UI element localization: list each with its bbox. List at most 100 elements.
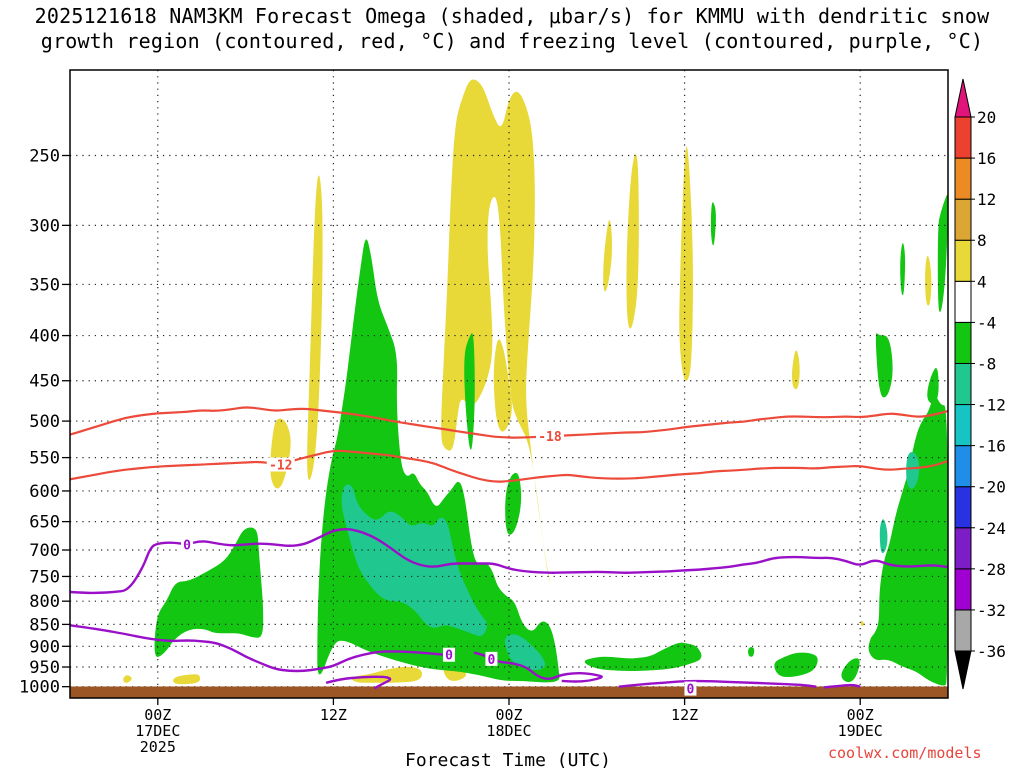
title-line-1: 2025121618 NAM3KM Forecast Omega (shaded… (34, 4, 990, 28)
colorbar-label-0: -36 (977, 642, 1006, 661)
y-tick-label-750: 750 (29, 567, 60, 587)
colorbar-label-9: 4 (977, 272, 987, 291)
omega-region-29 (341, 484, 487, 637)
freezing-level-contour-0 (70, 528, 948, 595)
y-tick-label-950: 950 (29, 658, 60, 678)
colorbar-swatch-3 (954, 486, 972, 529)
dendritic-contour-1 (70, 449, 948, 483)
omega-region-32 (879, 519, 888, 554)
colorbar-label-3: -24 (977, 519, 1006, 538)
colorbar-label-13: 20 (977, 108, 996, 127)
x-tick-label-0-0: 00Z (144, 706, 171, 724)
freezing-label-3: 0 (687, 683, 695, 698)
y-tick-label-500: 500 (29, 412, 60, 432)
omega-shading (123, 79, 948, 686)
ground-surface (70, 686, 948, 698)
omega-region-6 (679, 146, 693, 381)
x-tick-label-3-0: 12Z (671, 706, 698, 724)
omega-region-1 (307, 175, 323, 480)
dendritic-label-0-bg (535, 429, 564, 444)
dendritic-label-1: -12 (269, 459, 292, 474)
freezing-level-contour-1 (70, 624, 451, 673)
colorbar-swatch-4 (954, 445, 972, 488)
grid-lines (70, 70, 948, 698)
omega-region-21 (841, 658, 860, 683)
colorbar-label-7: -8 (977, 354, 996, 373)
y-tick-label-550: 550 (29, 449, 60, 469)
colorbar-swatch-8 (954, 280, 972, 323)
freezing-label-2: 0 (488, 653, 496, 668)
omega-region-12 (123, 675, 132, 683)
omega-region-19 (748, 647, 755, 657)
colorbar-swatch-5 (954, 404, 972, 447)
x-tick-label-2-1: 18DEC (486, 722, 531, 740)
y-tick-label-300: 300 (29, 216, 60, 236)
freezing-label-1: 0 (445, 649, 453, 664)
omega-region-2 (441, 79, 551, 582)
omega-region-27 (710, 202, 716, 246)
omega-region-30 (505, 634, 546, 670)
omega-region-20 (774, 652, 818, 677)
colorbar-swatch-9 (954, 239, 972, 282)
x-tick-label-4-1: 19DEC (838, 722, 883, 740)
omega-region-31 (906, 451, 920, 489)
credit-text: coolwx.com/models (828, 744, 982, 762)
omega-region-7 (791, 350, 800, 390)
omega-region-5 (626, 154, 639, 329)
omega-region-11 (173, 674, 201, 685)
colorbar-label-12: 16 (977, 149, 996, 168)
omega-region-13 (860, 620, 864, 626)
omega-region-22 (868, 396, 948, 686)
y-tick-label-800: 800 (29, 592, 60, 612)
colorbar-swatch-7 (954, 321, 972, 364)
colorbar-swatch-0 (954, 609, 972, 652)
contour-lines (70, 406, 948, 690)
omega-region-4 (603, 219, 613, 292)
colorbar-swatch-12 (954, 116, 972, 159)
dendritic-label-0: -18 (538, 430, 562, 445)
x-tick-label-2-0: 00Z (495, 706, 522, 724)
y-tick-label-350: 350 (29, 275, 60, 295)
colorbar-label-2: -28 (977, 560, 1006, 579)
omega-region-24 (937, 194, 948, 313)
colorbar-label-5: -16 (977, 437, 1006, 456)
freezing-label-3-bg (684, 681, 697, 696)
title-line-2: growth region (contoured, red, °C) and f… (40, 29, 984, 53)
colorbar-swatch-10 (954, 198, 972, 241)
colorbar-arrow-bottom (954, 650, 972, 690)
y-tick-label-900: 900 (29, 637, 60, 657)
omega-region-28 (927, 368, 939, 404)
omega-region-9 (351, 666, 422, 683)
dendritic-label-1-bg (266, 457, 295, 472)
x-tick-label-0-1: 17DEC (135, 722, 180, 740)
x-tick-label-4-0: 00Z (847, 706, 874, 724)
chart-title: 2025121618 NAM3KM Forecast Omega (shaded… (0, 4, 1024, 54)
omega-region-17 (505, 472, 522, 535)
freezing-level-contour-4 (325, 675, 392, 690)
x-axis-label: Forecast Time (UTC) (405, 750, 611, 768)
x-tick-label-0-2: 2025 (140, 738, 176, 756)
freezing-label-0-bg (181, 537, 194, 552)
colorbar-label-4: -20 (977, 478, 1006, 497)
y-tick-label-1000: 1000 (19, 678, 60, 698)
contour-labels: -18 -12 0 0 0 0 (181, 429, 697, 698)
freezing-level-contour-5 (823, 683, 861, 689)
y-tick-label-700: 700 (29, 541, 60, 561)
colorbar-label-8: -4 (977, 313, 996, 332)
omega-region-18 (584, 642, 702, 671)
omega-region-8 (925, 255, 932, 306)
colorbar-label-1: -32 (977, 601, 1006, 620)
x-tick-label-1-0: 12Z (320, 706, 347, 724)
y-tick-label-650: 650 (29, 513, 60, 533)
freezing-level-contour-2 (473, 651, 603, 683)
freezing-label-1-bg (443, 647, 456, 662)
y-tick-label-250: 250 (29, 146, 60, 166)
y-tick-label-400: 400 (29, 327, 60, 347)
omega-region-23 (900, 243, 906, 296)
colorbar-swatch-11 (954, 157, 972, 200)
colorbar-label-11: 12 (977, 190, 996, 209)
colorbar-swatch-1 (954, 568, 972, 611)
y-axis-ticks: 2503003504004505005506006507007508008509… (19, 146, 70, 698)
